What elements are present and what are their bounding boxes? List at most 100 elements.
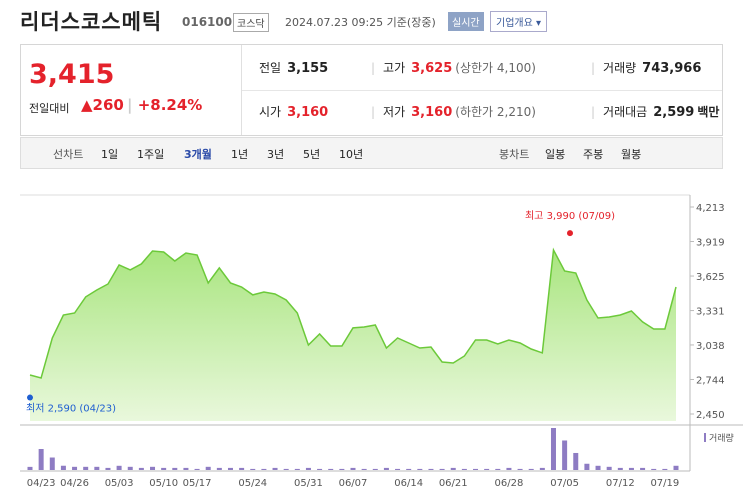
price-area [30,250,676,421]
x-tick-label: 05/17 [183,478,212,489]
volume-bar [305,467,311,470]
stock-name: 리더스코스메틱 [20,10,163,34]
divider [242,90,722,91]
volume-bar [294,468,300,470]
volume-bar [283,468,289,470]
price-cell: 3,415 전일대비 ▲260 | +8.24% [21,45,242,135]
company-info-label[interactable]: 기업개요 [496,18,533,29]
volume-legend: 거래량 [709,432,734,444]
stat-note: (상한가 4,100) [455,61,536,75]
company-info-button[interactable]: 기업개요 ▾ [490,11,548,32]
tab[interactable]: 5년 [303,148,321,161]
x-tick-label: 05/03 [105,478,134,489]
volume-bar [428,468,434,470]
stat: | 거래량 743,966 [591,59,701,76]
tab[interactable]: 일봉 [545,148,566,161]
y-tick-label: 3,038 [696,341,725,352]
volume-bar [506,467,512,470]
volume-bar [105,467,111,470]
volume-bar [27,466,33,470]
stat-value: 743,966 [642,61,702,76]
change-pct: | +8.24% [127,96,203,114]
stat: | 고가 3,625 (상한가 4,100) [371,59,536,76]
tab[interactable]: 3개월 [184,148,212,161]
volume-bar [261,468,267,470]
y-tick-label: 2,450 [696,410,725,421]
volume-bar [361,468,367,470]
volume-bar [161,467,167,470]
stat: 시가 3,160 [259,103,328,120]
market-badge: 코스닥 [233,13,269,32]
separator: | [371,61,376,75]
volume-bar [205,466,211,470]
low-label: 최저 2,590 (04/23) [26,403,116,415]
timestamp: 2024.07.23 09:25 기준(장중) [285,16,436,29]
stat-value: 3,155 [287,61,329,76]
volume-bar [339,468,345,470]
y-tick-label: 3,331 [696,307,725,318]
price-line [29,247,677,379]
stock-code: 016100 [182,15,233,29]
stat-label: 시가 [259,105,282,119]
volume-bar [473,468,479,470]
y-tick-label: 3,919 [696,238,725,249]
tab[interactable]: 1일 [101,148,119,161]
stat-note: (하한가 2,210) [455,105,536,119]
volume-bar [673,465,679,470]
volume-bar [138,467,144,470]
tab-group-label: 봉차트 [499,148,530,161]
x-tick-label: 06/07 [339,478,368,489]
volume-bar [350,467,356,470]
volume-bar [60,465,66,470]
volume-bar [150,466,156,470]
volume-bar [651,468,657,470]
tab[interactable]: 월봉 [621,148,642,161]
low-marker [27,394,33,401]
y-tick-label: 3,625 [696,272,725,283]
tab[interactable]: 10년 [339,148,364,161]
volume-bar [584,463,590,470]
stat-label: 거래량 [603,61,637,75]
volume-bar [227,467,233,470]
x-tick-label: 05/31 [294,478,323,489]
tab[interactable]: 1주일 [137,148,165,161]
x-tick-label: 06/28 [495,478,524,489]
stat: 전일 3,155 [259,59,328,76]
high-label: 최고 3,990 (07/09) [525,210,615,222]
realtime-badge[interactable]: 실시간 [448,12,484,31]
volume-bar [517,468,523,470]
volume-bar [628,467,634,470]
volume-bar [38,449,44,470]
stat-unit: 백만 [697,105,720,119]
separator: | [371,105,376,119]
stat-value: 2,599 [653,105,695,120]
volume-bar [172,467,178,470]
volume-bar [640,467,646,470]
chart: 2,450 2,744 3,038 3,331 3,625 3,919 4,213 거래량 04… [20,194,743,489]
tab[interactable]: 3년 [267,148,285,161]
y-tick-label: 2,744 [696,375,725,386]
x-tick-label: 04/23 [27,478,56,489]
price: 3,415 [29,59,115,90]
volume-bar [194,468,200,470]
x-tick-label: 05/24 [238,478,267,489]
tab[interactable]: 주봉 [583,148,604,161]
volume-bar [550,428,556,470]
volume-bar [539,467,545,470]
volume-bar [562,440,568,470]
x-tick-label: 06/14 [394,478,423,489]
volume-bar [250,468,256,470]
volume-bar [417,468,423,470]
volume-bar [317,468,323,470]
change: ▲260 [81,96,124,114]
x-tick-label: 05/10 [149,478,178,489]
quote-box: 3,415 전일대비 ▲260 | +8.24% 전일 3,155 | 고가 3,625… [20,44,723,136]
volume-bar [72,466,78,470]
volume-bar [495,468,501,470]
volume-bar [383,467,389,470]
change-pct-value: +8.24% [137,96,203,114]
volume-bar [395,468,401,470]
stat: | 거래대금 2,599 백만 [591,103,719,120]
tab[interactable]: 1년 [231,148,249,161]
volume-legend-swatch [704,433,706,442]
